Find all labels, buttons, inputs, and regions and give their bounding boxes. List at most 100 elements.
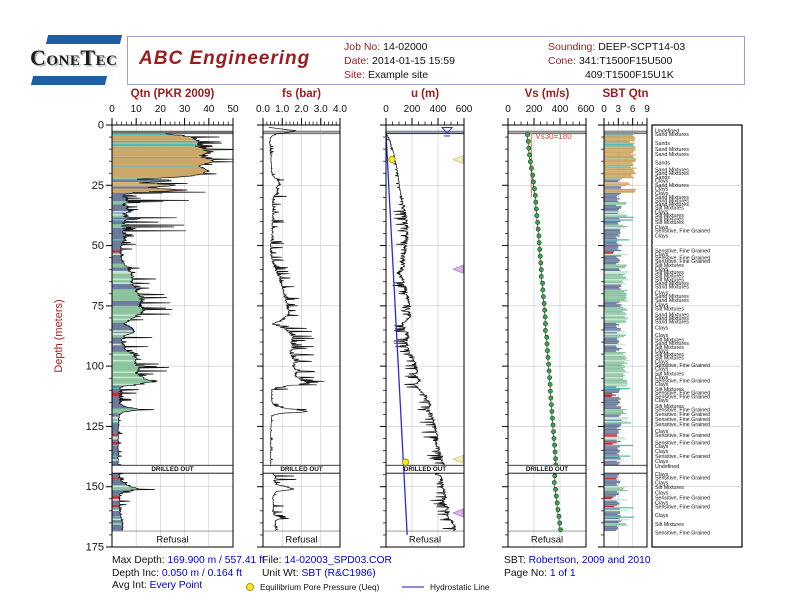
sbt-zone-label: Sand Mixtures (655, 152, 689, 158)
panel-title: Vs (m/s) (525, 88, 570, 100)
header-fields-right: Sounding: DEEP-SCPT14-03 Cone: 341:T1500… (548, 40, 685, 82)
sbt-zone-label: Silt Mixtures (655, 371, 684, 377)
sbt-zone-label: Silt Mixtures (655, 213, 684, 219)
svg-text:150: 150 (86, 481, 104, 493)
sbt-zone-label: Sensitive, Fine Grained (655, 422, 710, 428)
sbt-zone-label: Sand Mixtures (655, 183, 689, 189)
logo-text: ConeTec (30, 45, 118, 70)
sbt-zone-label: Silt Mixtures (655, 352, 684, 358)
sbt-zone-label: Sand Mixtures (655, 294, 689, 300)
sbt-zone-label: Clays (655, 398, 669, 404)
svg-text:6: 6 (630, 104, 636, 115)
sbt-zone-label: Clays (655, 266, 669, 272)
sbt-zone-label: Sensitive, Fine Grained (655, 495, 710, 501)
water-table-icon (441, 126, 454, 135)
sbt-zone-label: Clays (655, 359, 669, 365)
sbt-zone-label: Sensitive, Fine Grained (655, 363, 710, 369)
sbt-zone-label: Sensitive, Fine Grained (655, 441, 710, 447)
company-name: ABC Engineering (139, 48, 311, 69)
sbt-zone-label: Sensitive, Fine Grained (655, 256, 710, 262)
sbt-zone-label: Clays (655, 233, 669, 239)
max-depth-row: Max Depth: 169.900 m / 557.41 ft (112, 555, 265, 566)
svg-text:100: 100 (86, 361, 104, 373)
footer-file-info: File: 14-02003_SPD03.COR Unit Wt: SBT (R… (262, 555, 392, 580)
svg-text:20: 20 (155, 104, 167, 115)
conetec-logo: ConeTec (29, 33, 125, 87)
sbt-zone-label: Sensitive, Fine Grained (655, 379, 710, 385)
cone-row-2: 409:T1500F15U1K (585, 69, 674, 81)
sbt-zone-label: Sand Mixtures (655, 312, 689, 318)
sbt-zone-label: Sand Mixtures (655, 341, 689, 347)
sbt-zone-label: Clays (655, 382, 669, 388)
date-row: Date: 2014-01-15 15:59 (344, 55, 455, 67)
sbt-zone-label: Sensitive, Fine Grained (655, 412, 710, 418)
sbt-zone-label: Sensitive, Fine Grained (655, 408, 710, 414)
sbt-zone-label: Sand Mixtures (655, 168, 689, 174)
sbt-zone-label: Clays (655, 472, 669, 478)
sbt-zone-label: Sand Mixtures (655, 198, 689, 204)
sbt-zone-label: Clays (655, 444, 669, 450)
sbt-zone-label: Clays (655, 500, 669, 506)
panel-title: Qtn (PKR 2009) (131, 88, 215, 100)
legend-ueq-label: Equilibrium Pore Pressure (Ueq) (260, 582, 380, 592)
sbt-zone-label: Sensitive, Fine Grained (655, 475, 710, 481)
sbt-zone-label: Silt Mixtures (655, 345, 684, 351)
svg-text:75: 75 (92, 300, 104, 312)
sbt-zone-label: Clays (655, 291, 669, 297)
sbt-zone-label: Silt Mixtures (655, 206, 684, 212)
sbt-ref-row: SBT: Robertson, 2009 and 2010 (504, 555, 651, 566)
sbt-zone-label: Clays (655, 348, 669, 354)
dissipation-marker (452, 264, 464, 274)
svg-text:0.0: 0.0 (256, 104, 270, 115)
svg-text:0: 0 (601, 104, 607, 115)
svg-text:125: 125 (86, 421, 104, 433)
depth-inc-row: Depth Inc: 0.050 m / 0.164 ft (112, 567, 242, 579)
svg-text:400: 400 (552, 104, 569, 115)
svg-text:40: 40 (203, 104, 215, 115)
sbt-zone-label: Clays (655, 178, 669, 184)
svg-text:1.0: 1.0 (275, 104, 289, 115)
footer-sbt-info: SBT: Robertson, 2009 and 2010 Page No: 1… (504, 555, 651, 580)
sbt-zone-label: Sand Mixtures (655, 171, 689, 177)
svg-text:DRILLED OUT: DRILLED OUT (526, 466, 568, 473)
sbt-zone-label: Silt Mixtures (655, 220, 684, 226)
page-no-row: Page No: 1 of 1 (504, 567, 576, 579)
sbt-zone-label: Sand Mixtures (655, 285, 689, 291)
svg-text:Depth (meters): Depth (meters) (53, 299, 65, 372)
cone-row: Cone: 341:T1500F15U500 (548, 55, 673, 67)
sbt-zone-label: Silt Mixtures (655, 387, 684, 393)
job-no-row: Job No: 14-02000 (344, 41, 428, 53)
sbt-zone-label: Sand Mixtures (655, 298, 689, 304)
legend-hydrostatic: Hydrostatic Line (402, 582, 490, 592)
svg-text:25: 25 (92, 180, 104, 192)
sbt-zone-label: Clays (655, 326, 669, 332)
sbt-zone-label: Sensitive, Fine Grained (655, 417, 710, 423)
avg-int-row: Avg Int: Every Point (112, 580, 203, 591)
file-row: File: 14-02003_SPD03.COR (262, 555, 392, 566)
sbt-zone-label: Clays (655, 367, 669, 373)
sbt-zone-label: Silt Mixtures (655, 356, 684, 362)
sbt-zone-label: Silt Mixtures (655, 522, 684, 528)
sbt-zone-label: Clays (655, 481, 669, 487)
dissipation-marker (452, 154, 464, 164)
sbt-zone-label: Clays (655, 375, 669, 381)
svg-text:DRILLED OUT: DRILLED OUT (151, 466, 193, 473)
sbt-zone-label: Silt Mixtures (655, 217, 684, 223)
ueq-point (388, 155, 396, 164)
svg-text:Vs30=180: Vs30=180 (535, 132, 572, 141)
sbt-zone-label: Silt Mixtures (655, 404, 684, 410)
sbt-zone-label: Undefined (655, 464, 679, 470)
svg-text:Refusal: Refusal (409, 535, 441, 546)
svg-text:Refusal: Refusal (531, 535, 563, 546)
svg-text:50: 50 (92, 240, 104, 252)
sbt-zone-label: Sand Mixtures (655, 147, 689, 153)
unit-wt-row: Unit Wt: SBT (R&C1986) (262, 567, 376, 579)
svg-text:0: 0 (383, 104, 389, 115)
sbt-zone-label: Silt Mixtures (655, 274, 684, 280)
svg-text:DRILLED OUT: DRILLED OUT (280, 466, 322, 473)
sbt-zone-label: Clays (655, 333, 669, 339)
svg-text:9: 9 (644, 104, 650, 115)
sbt-zone-label: Silt Mixtures (655, 338, 684, 344)
svg-text:175: 175 (86, 542, 104, 554)
